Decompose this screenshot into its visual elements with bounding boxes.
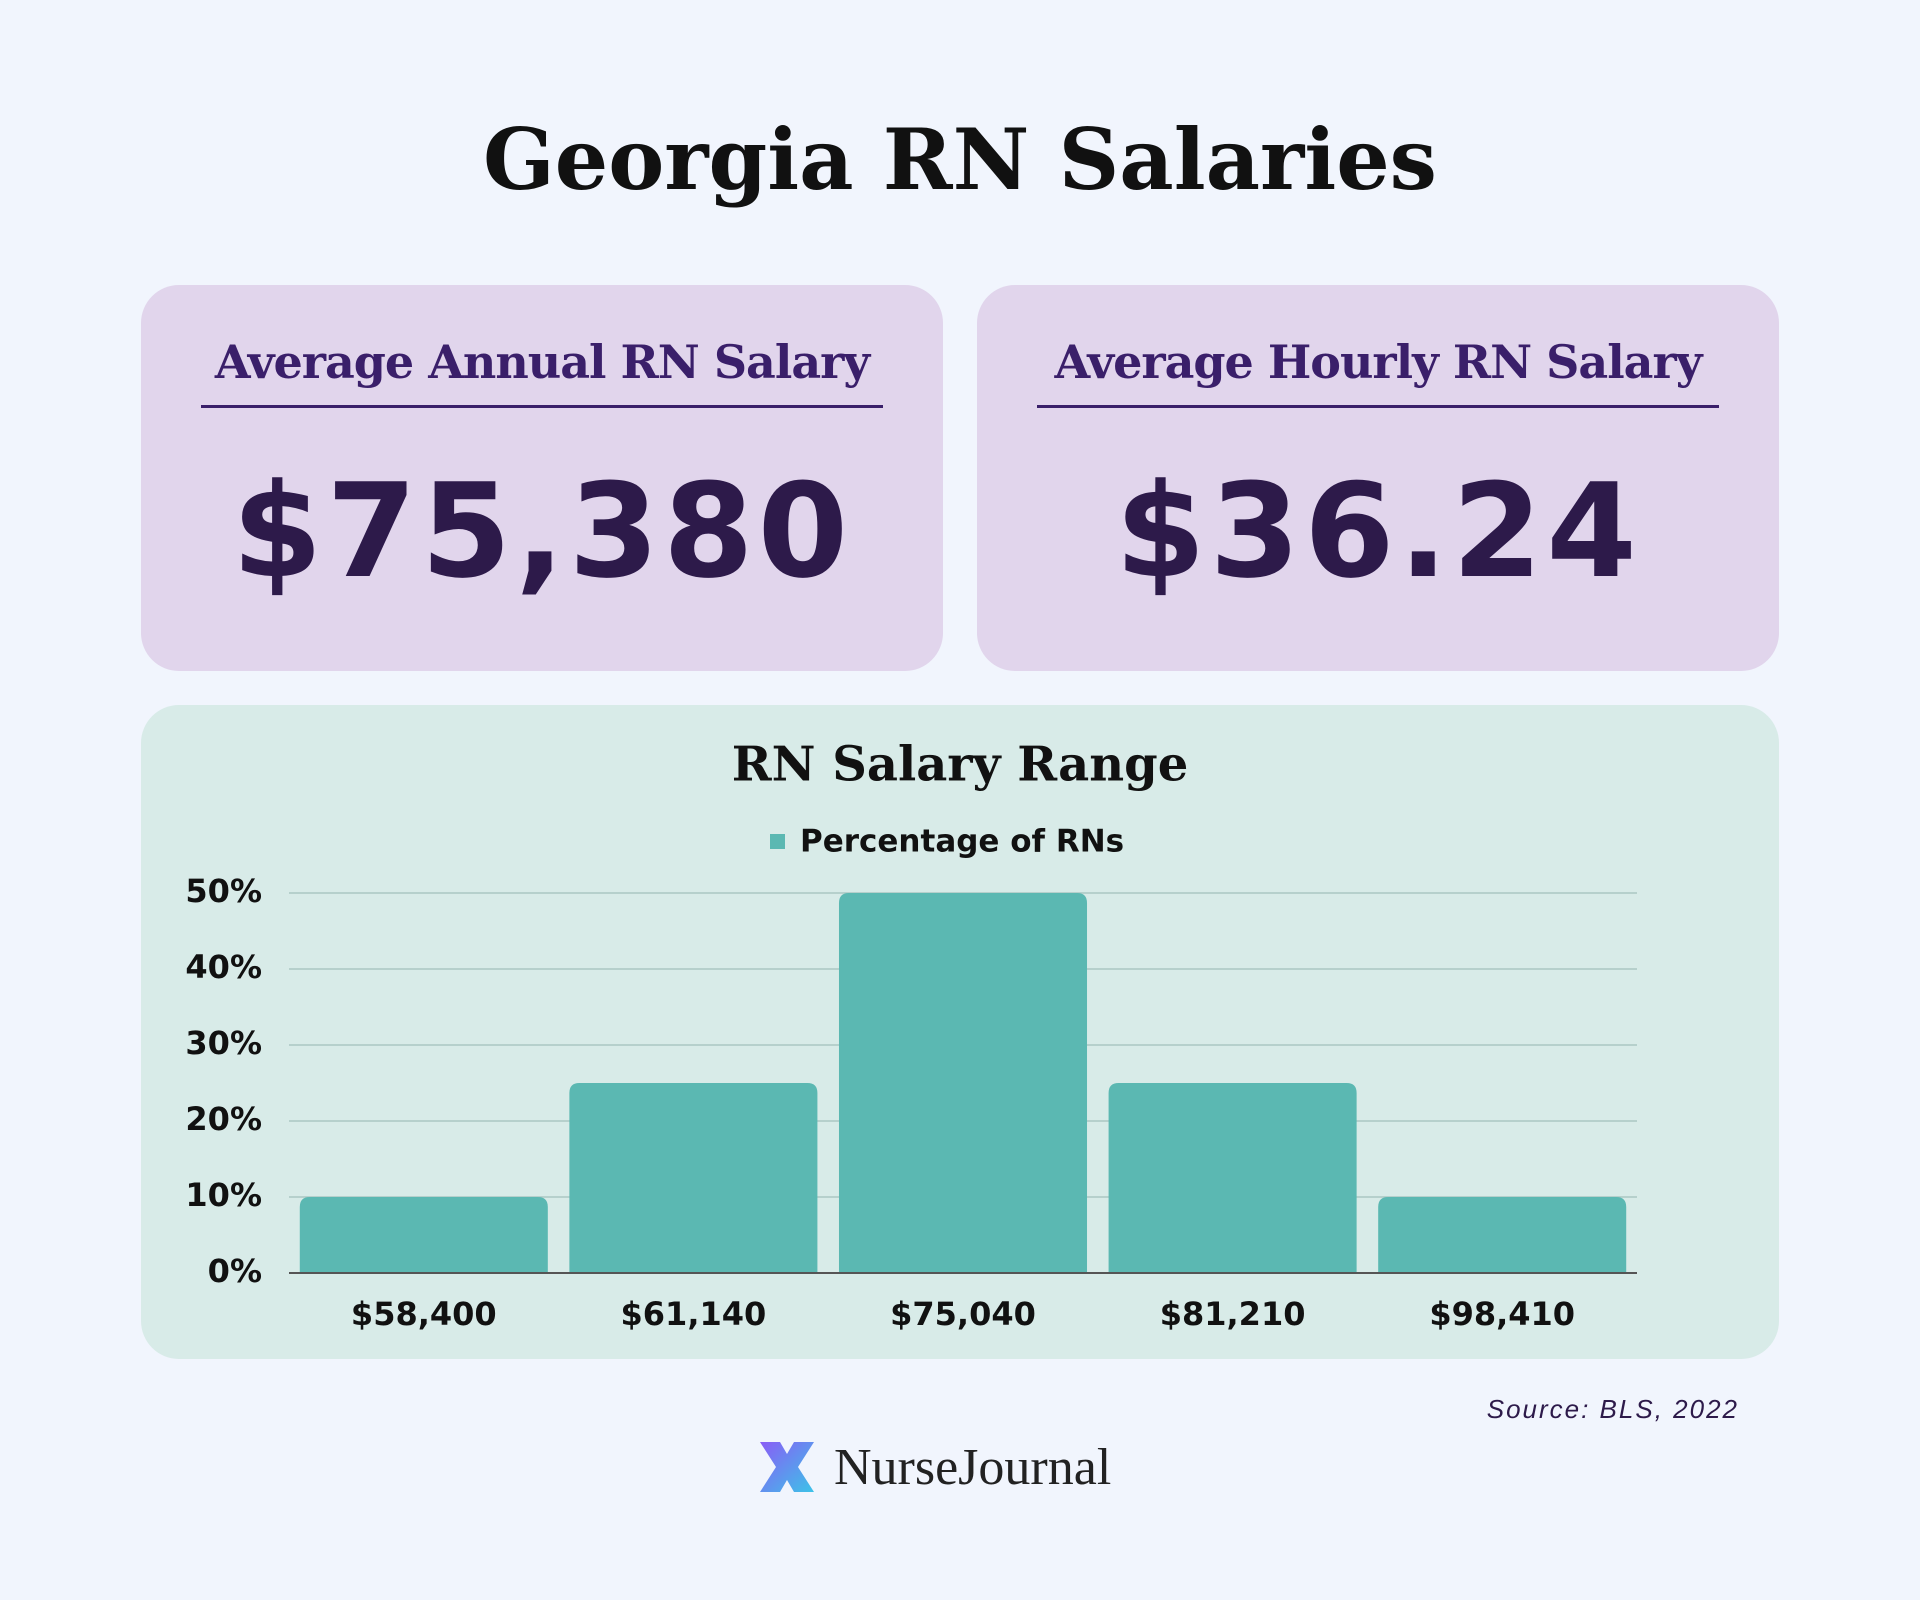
y-tick-label: 10% bbox=[185, 1176, 262, 1214]
y-tick-label: 50% bbox=[185, 872, 262, 910]
hourly-card: Average Hourly RN Salary $36.24 bbox=[977, 285, 1779, 671]
bar bbox=[569, 1083, 818, 1273]
bar bbox=[838, 893, 1088, 1273]
y-tick-label: 0% bbox=[208, 1252, 262, 1290]
bar bbox=[1108, 1083, 1357, 1273]
y-tick-label: 30% bbox=[185, 1024, 262, 1062]
x-tick-label: $98,410 bbox=[1429, 1295, 1575, 1333]
legend-label: Percentage of RNs bbox=[800, 824, 1124, 860]
annual-card: Average Annual RN Salary $75,380 bbox=[141, 285, 943, 671]
bar bbox=[299, 1197, 548, 1273]
x-tick-label: $75,040 bbox=[890, 1295, 1036, 1333]
logo: NurseJournal bbox=[752, 1432, 1111, 1502]
logo-icon bbox=[760, 1442, 814, 1492]
chart-title: RN Salary Range bbox=[732, 737, 1189, 793]
y-tick-label: 40% bbox=[185, 948, 262, 986]
logo-text: NurseJournal bbox=[834, 1438, 1112, 1496]
bar bbox=[1378, 1197, 1627, 1273]
card-label: Average Hourly RN Salary bbox=[1037, 335, 1719, 408]
y-tick-label: 20% bbox=[185, 1100, 262, 1138]
x-tick-label: $61,140 bbox=[621, 1295, 767, 1333]
source: Source: BLS, 2022 bbox=[1486, 1394, 1739, 1424]
x-tick-label: $58,400 bbox=[351, 1295, 497, 1333]
card-value: $75,380 bbox=[231, 455, 853, 607]
legend-swatch bbox=[770, 834, 785, 849]
x-tick-label: $81,210 bbox=[1160, 1295, 1306, 1333]
card-label: Average Annual RN Salary bbox=[201, 335, 883, 408]
chart: RN Salary Range 0% 10% 20% 30% 40% 50% Percent… bbox=[141, 705, 1779, 1359]
card-value: $36.24 bbox=[1115, 455, 1641, 607]
page-title: Georgia RN Salaries bbox=[483, 110, 1437, 209]
